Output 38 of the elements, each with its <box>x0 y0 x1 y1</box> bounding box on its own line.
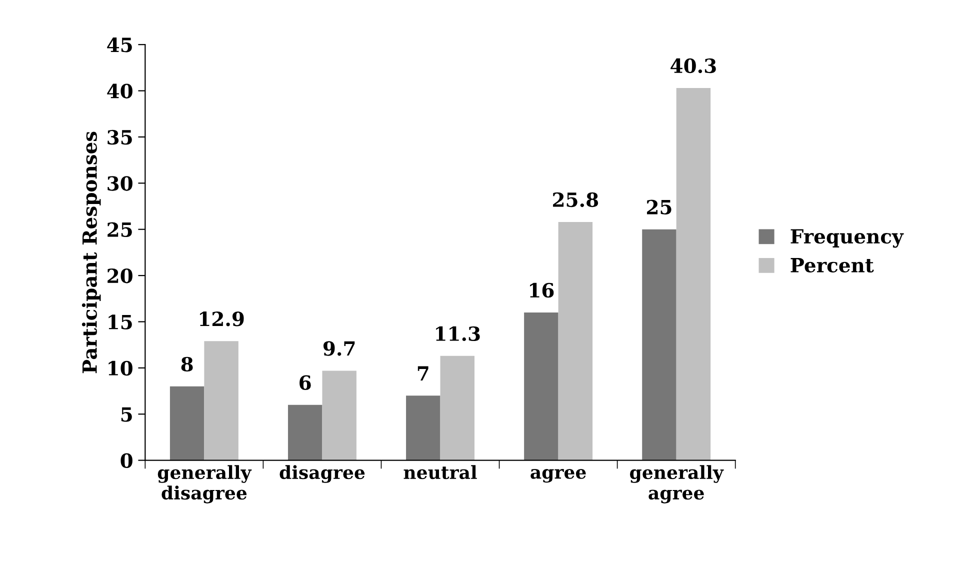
bar <box>204 341 238 460</box>
y-tick-label: 45 <box>107 38 132 52</box>
y-tick-label: 35 <box>108 130 132 145</box>
y-tick-label: 30 <box>108 176 132 191</box>
data-label: 40.3 <box>670 58 716 74</box>
bar <box>642 229 676 460</box>
bar <box>406 396 440 460</box>
bar <box>170 386 204 460</box>
legend-label: Percent <box>790 258 874 272</box>
legend-label: Frequency <box>790 229 904 248</box>
y-tick-label: 15 <box>108 314 132 330</box>
data-label: 7 <box>418 366 428 380</box>
bar <box>558 222 593 460</box>
data-label: 25 <box>646 200 672 214</box>
data-label: 12.9 <box>200 312 244 326</box>
y-tick-label: 40 <box>107 84 132 98</box>
y-tick-label: 0 <box>120 453 132 468</box>
x-tick-label: generally disagree <box>158 465 252 504</box>
bar <box>676 88 711 460</box>
y-tick-label: 5 <box>121 407 132 422</box>
bar <box>524 312 558 460</box>
data-label: 11.3 <box>436 326 480 342</box>
y-tick-label: 25 <box>108 222 132 238</box>
y-tick-label: 20 <box>108 268 132 284</box>
bar <box>322 370 356 460</box>
x-tick-label: neutral <box>404 465 477 480</box>
data-label: 16 <box>530 282 554 298</box>
bar <box>440 356 474 460</box>
bar <box>288 404 322 460</box>
data-label: 9.7 <box>323 341 355 356</box>
data-label: 6 <box>300 375 311 390</box>
x-tick-label: disagree <box>280 465 365 483</box>
x-tick-label: agree <box>530 469 586 483</box>
data-label: 8 <box>181 356 193 372</box>
y-axis-title: Participant Responses <box>82 132 101 374</box>
y-tick-label: 10 <box>108 360 132 376</box>
data-label: 25.8 <box>553 192 598 208</box>
x-tick-label: generally agree <box>630 465 724 504</box>
